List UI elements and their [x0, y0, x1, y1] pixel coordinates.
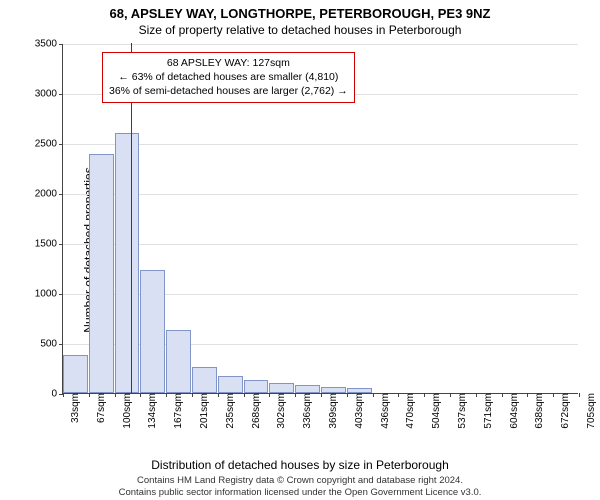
title-sub: Size of property relative to detached ho…	[0, 23, 600, 37]
y-tick-label: 3500	[35, 39, 63, 50]
x-tick-mark	[218, 393, 219, 397]
x-tick-label: 369sqm	[324, 393, 339, 429]
chart-container: 68, APSLEY WAY, LONGTHORPE, PETERBOROUGH…	[0, 0, 600, 500]
x-tick-label: 403sqm	[350, 393, 365, 429]
x-tick-mark	[63, 393, 64, 397]
x-tick-mark	[140, 393, 141, 397]
histogram-bar	[244, 380, 269, 393]
x-tick-mark	[347, 393, 348, 397]
x-tick-mark	[424, 393, 425, 397]
x-tick-label: 336sqm	[298, 393, 313, 429]
annotation-line-1: 68 APSLEY WAY: 127sqm	[167, 57, 290, 69]
histogram-bar	[115, 133, 140, 393]
footer-line-1: Contains HM Land Registry data © Crown c…	[0, 475, 600, 486]
histogram-bar	[166, 330, 191, 393]
x-tick-label: 604sqm	[505, 393, 520, 429]
x-tick-label: 268sqm	[247, 393, 262, 429]
annotation-line-3: 36% of semi-detached houses are larger (…	[109, 85, 348, 97]
x-tick-mark	[321, 393, 322, 397]
x-tick-mark	[166, 393, 167, 397]
histogram-bar	[218, 376, 243, 393]
x-tick-label: 537sqm	[453, 393, 468, 429]
y-tick-label: 3000	[35, 89, 63, 100]
y-tick-label: 0	[51, 389, 63, 400]
grid-line	[63, 144, 578, 145]
x-tick-label: 571sqm	[479, 393, 494, 429]
y-tick-label: 2500	[35, 139, 63, 150]
x-tick-mark	[192, 393, 193, 397]
histogram-bar	[63, 355, 88, 393]
x-tick-mark	[115, 393, 116, 397]
x-tick-label: 134sqm	[143, 393, 158, 429]
x-tick-mark	[553, 393, 554, 397]
histogram-bar	[192, 367, 217, 393]
x-tick-mark	[269, 393, 270, 397]
y-tick-label: 2000	[35, 189, 63, 200]
x-tick-mark	[476, 393, 477, 397]
x-tick-label: 100sqm	[118, 393, 133, 429]
y-tick-label: 1500	[35, 239, 63, 250]
x-tick-mark	[398, 393, 399, 397]
x-tick-mark	[89, 393, 90, 397]
y-tick-label: 500	[40, 339, 63, 350]
y-tick-label: 1000	[35, 289, 63, 300]
footer-line-2: Contains public sector information licen…	[0, 487, 600, 498]
histogram-bar	[269, 383, 294, 393]
x-tick-mark	[450, 393, 451, 397]
x-tick-mark	[527, 393, 528, 397]
x-tick-label: 470sqm	[401, 393, 416, 429]
x-axis-label: Distribution of detached houses by size …	[0, 458, 600, 472]
histogram-bar	[140, 270, 165, 393]
x-tick-label: 705sqm	[582, 393, 597, 429]
x-tick-mark	[295, 393, 296, 397]
histogram-bar	[89, 154, 114, 393]
x-tick-label: 33sqm	[66, 393, 81, 423]
x-tick-label: 302sqm	[272, 393, 287, 429]
annotation-line-2: ← 63% of detached houses are smaller (4,…	[118, 71, 338, 83]
grid-line	[63, 194, 578, 195]
title-main: 68, APSLEY WAY, LONGTHORPE, PETERBOROUGH…	[0, 6, 600, 21]
x-tick-label: 504sqm	[427, 393, 442, 429]
x-tick-label: 235sqm	[221, 393, 236, 429]
x-tick-label: 201sqm	[195, 393, 210, 429]
x-tick-mark	[373, 393, 374, 397]
x-tick-label: 436sqm	[376, 393, 391, 429]
x-tick-mark	[579, 393, 580, 397]
x-tick-label: 167sqm	[169, 393, 184, 429]
grid-line	[63, 244, 578, 245]
annotation-box: 68 APSLEY WAY: 127sqm ← 63% of detached …	[102, 52, 355, 103]
x-tick-label: 638sqm	[530, 393, 545, 429]
grid-line	[63, 44, 578, 45]
x-tick-mark	[244, 393, 245, 397]
x-tick-label: 672sqm	[556, 393, 571, 429]
histogram-bar	[295, 385, 320, 394]
x-tick-label: 67sqm	[92, 393, 107, 423]
x-tick-mark	[502, 393, 503, 397]
